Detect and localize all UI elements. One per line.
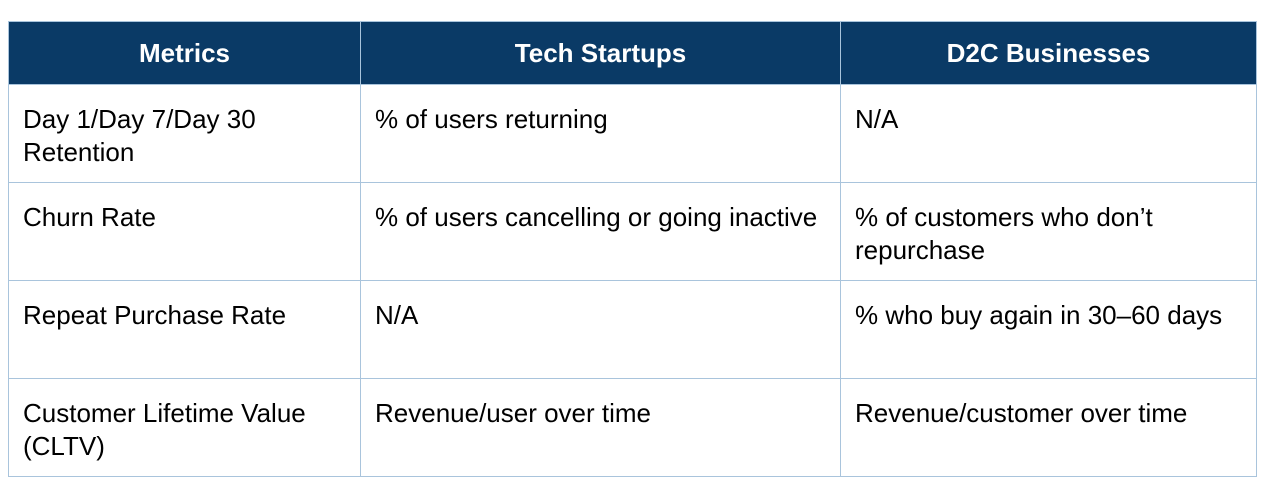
d2c-businesses-cell: % who buy again in 30–60 days	[840, 280, 1257, 379]
table-row: Customer Lifetime Value (CLTV) Revenue/u…	[8, 378, 1257, 477]
d2c-businesses-cell: Revenue/customer over time	[840, 378, 1257, 477]
metric-cell: Customer Lifetime Value (CLTV)	[8, 378, 361, 477]
metrics-comparison-table: Metrics Tech Startups D2C Businesses Day…	[8, 21, 1257, 477]
metric-cell: Repeat Purchase Rate	[8, 280, 361, 379]
tech-startups-cell: % of users cancelling or going inactive	[360, 182, 841, 281]
tech-startups-cell: N/A	[360, 280, 841, 379]
d2c-businesses-cell: % of customers who don’t repurchase	[840, 182, 1257, 281]
d2c-businesses-cell: N/A	[840, 84, 1257, 183]
header-row: Metrics Tech Startups D2C Businesses	[8, 21, 1257, 85]
metric-cell: Churn Rate	[8, 182, 361, 281]
table-header: Metrics Tech Startups D2C Businesses	[8, 21, 1257, 85]
tech-startups-cell: % of users returning	[360, 84, 841, 183]
table-row: Repeat Purchase Rate N/A % who buy again…	[8, 280, 1257, 379]
metric-cell: Day 1/Day 7/Day 30 Retention	[8, 84, 361, 183]
table-body: Day 1/Day 7/Day 30 Retention % of users …	[8, 84, 1257, 477]
header-tech-startups: Tech Startups	[360, 21, 841, 85]
table-row: Day 1/Day 7/Day 30 Retention % of users …	[8, 84, 1257, 183]
comparison-table-wrapper: Metrics Tech Startups D2C Businesses Day…	[8, 21, 1257, 477]
header-metrics: Metrics	[8, 21, 361, 85]
table-row: Churn Rate % of users cancelling or goin…	[8, 182, 1257, 281]
header-d2c-businesses: D2C Businesses	[840, 21, 1257, 85]
tech-startups-cell: Revenue/user over time	[360, 378, 841, 477]
